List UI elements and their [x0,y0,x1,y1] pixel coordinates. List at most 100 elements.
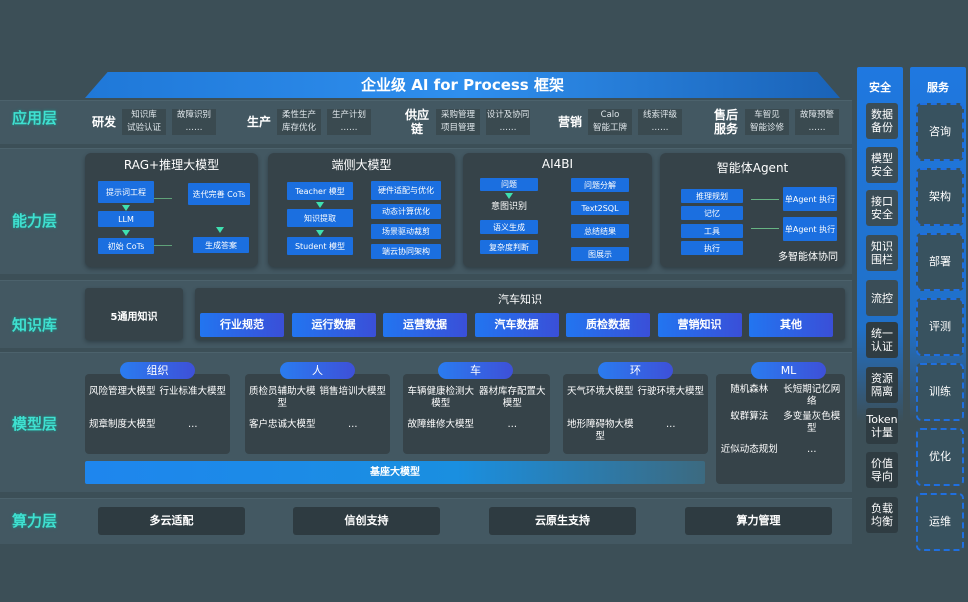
app-item[interactable]: …… [499,123,517,133]
app-item-column: 故障预警 …… [795,109,839,135]
ai4bi-step: 语义生成 [480,220,538,234]
security-item[interactable]: 资源隔离 [866,367,898,403]
model-item[interactable]: … [807,444,817,455]
app-item[interactable]: 项目管理 [440,123,475,133]
rag-step: 迭代完善 CoTs [188,183,250,205]
model-item[interactable]: … [348,419,358,430]
model-item[interactable]: … [666,419,676,430]
knowledge-item[interactable]: 其他 [749,313,833,337]
model-item[interactable]: 行业标准大模型 [159,386,227,397]
security-item[interactable]: 数据备份 [866,103,898,139]
service-item[interactable]: 部署 [916,233,964,291]
app-item[interactable]: 试验认证 [127,123,162,133]
single-agent: 单Agent 执行 [783,217,837,241]
model-item[interactable]: 地形障碍物大模型 [567,419,634,442]
model-item[interactable]: … [507,419,518,430]
model-item[interactable]: 客户忠诚大模型 [249,419,316,430]
model-item[interactable]: 近似动态规划 [720,444,778,455]
compute-item[interactable]: 多云适配 [98,507,245,535]
model-item[interactable]: 行驶环境大模型 [637,386,705,397]
service-item[interactable]: 评测 [916,298,964,356]
model-group-card: 车辆健康检测大模型 器材库存配置大模型 故障维修大模型 … [403,374,550,454]
service-item[interactable]: 咨询 [916,103,964,161]
app-item[interactable]: 智能诊修 [749,123,784,133]
layer-label-model: 模型层 [12,415,58,433]
security-item[interactable]: 流控 [866,280,898,316]
agent-card: 智能体Agent 推理规划 记忆 工具 执行 单Agent 执行 单Agent … [660,153,845,267]
security-item[interactable]: 价值导向 [866,452,898,488]
model-item[interactable]: 规章制度大模型 [89,419,156,430]
knowledge-item[interactable]: 运营数据 [383,313,467,337]
knowledge-item[interactable]: 运行数据 [291,313,376,337]
edge-feature: 端云协同架构 [371,244,441,259]
model-item[interactable]: 质检员辅助大模型 [249,386,316,409]
ai4bi-step: Text2SQL [571,201,629,215]
app-item-column: Calo 智能工牌 [588,109,633,135]
service-item[interactable]: 优化 [916,428,964,486]
edge-step: 知识提取 [287,209,353,227]
knowledge-item[interactable]: 营销知识 [657,313,742,337]
service-item[interactable]: 训练 [916,363,964,421]
app-item[interactable]: 知识库 [131,110,157,120]
app-item[interactable]: 生产计划 [332,110,367,120]
model-item[interactable]: 随机森林 [730,384,769,395]
app-item[interactable]: …… [651,123,669,133]
security-item[interactable]: 负载均衡 [866,497,898,533]
edge-step: Teacher 模型 [287,182,353,200]
app-item[interactable]: 设计及协同 [486,110,530,120]
app-item[interactable]: …… [808,123,826,133]
connector-line [751,199,779,229]
app-item[interactable]: …… [185,123,203,133]
security-item[interactable]: Token计量 [866,408,898,444]
service-title: 服务 [927,81,949,94]
security-item[interactable]: 接口安全 [866,190,898,226]
app-group: 生产 柔性生产 库存优化 生产计划…… [247,104,377,140]
app-item[interactable]: Calo [600,110,620,120]
connector-line [154,198,172,246]
app-item[interactable]: 车智见 [754,110,780,120]
app-item[interactable]: 柔性生产 [282,110,317,120]
app-item[interactable]: 采购管理 [440,110,475,120]
model-group-card: 随机森林 长短期记忆网络蚁群算法 多变量灰色模型 近似动态规划 … [716,374,845,484]
app-item[interactable]: 智能工牌 [593,123,628,133]
security-item[interactable]: 知识围栏 [866,235,898,271]
security-item[interactable]: 统一认证 [866,322,898,358]
edge-title: 端侧大模型 [331,158,392,172]
app-item[interactable]: 故障识别 [177,110,212,120]
model-item[interactable]: 长短期记忆网络 [783,384,841,407]
app-item[interactable]: …… [340,123,358,133]
app-item-column: 知识库 试验认证 [122,109,167,135]
app-item-column: 线索评级 …… [638,109,683,135]
single-agent: 单Agent 执行 [783,187,837,211]
rag-card: RAG+推理大模型 提示词工程 LLM 初始 CoTs 迭代完善 CoTs 生成… [85,153,258,267]
ai4bi-card: AI4BI 问题 意图识别 语义生成 复杂度判断 问题分解 Text2SQL 总… [463,153,652,267]
model-item[interactable]: 多变量灰色模型 [783,411,841,434]
model-item[interactable]: 故障维修大模型 [407,419,474,430]
model-item[interactable]: 天气环境大模型 [567,386,634,397]
knowledge-item[interactable]: 行业规范 [200,313,284,337]
service-item[interactable]: 运维 [916,493,964,551]
model-item[interactable]: 蚁群算法 [730,411,769,422]
compute-item[interactable]: 算力管理 [685,507,832,535]
model-group-tag: 组织 [120,362,195,379]
app-group-name: 研发 [92,115,117,129]
app-item-column: 采购管理 项目管理 [436,109,480,135]
model-item[interactable]: … [188,419,198,430]
model-item[interactable]: 车辆健康检测大模型 [407,386,474,409]
model-item[interactable]: 销售培训大模型 [319,386,387,397]
app-item[interactable]: 线索评级 [643,110,678,120]
knowledge-item[interactable]: 质检数据 [566,313,650,337]
model-item[interactable]: 风险管理大模型 [89,386,156,397]
agent-module: 执行 [681,241,743,255]
model-item[interactable]: 器材库存配置大模型 [478,386,546,409]
app-item[interactable]: 故障预警 [799,110,834,120]
security-item[interactable]: 模型安全 [866,147,898,183]
knowledge-item[interactable]: 汽车数据 [474,313,559,337]
rag-step: 初始 CoTs [98,238,154,254]
ai4bi-step: 复杂度判断 [480,240,538,254]
compute-item[interactable]: 信创支持 [293,507,440,535]
compute-item[interactable]: 云原生支持 [489,507,636,535]
edge-feature: 场景驱动裁剪 [371,224,441,239]
service-item[interactable]: 架构 [916,168,964,226]
app-item[interactable]: 库存优化 [282,123,317,133]
